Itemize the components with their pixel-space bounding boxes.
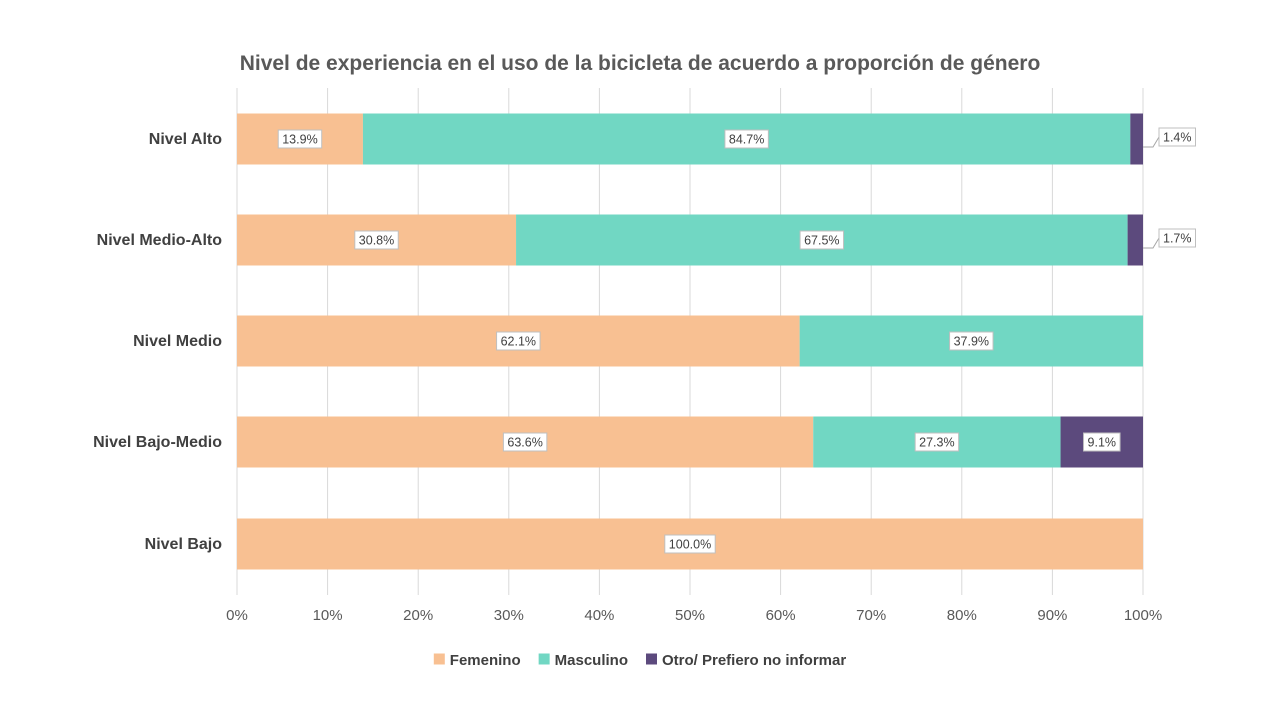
data-label-masculino: 67.5% bbox=[804, 234, 839, 248]
category-label: Nivel Alto bbox=[149, 131, 222, 148]
x-tick-label: 40% bbox=[584, 607, 614, 624]
data-label-otro-prefiero-no-informar: 1.7% bbox=[1163, 232, 1192, 246]
data-label-box bbox=[354, 230, 399, 250]
legend-swatch bbox=[646, 653, 657, 665]
x-tick-label: 30% bbox=[494, 607, 524, 624]
bar-otro-prefiero-no-informar bbox=[1127, 214, 1143, 266]
legend-swatch bbox=[538, 653, 550, 665]
x-tick-label: 0% bbox=[226, 607, 248, 624]
bar-otro-prefiero-no-informar bbox=[1130, 113, 1143, 165]
x-tick-label: 90% bbox=[1037, 607, 1067, 624]
category-label: Nivel Bajo bbox=[145, 536, 223, 553]
data-label-box bbox=[1158, 127, 1196, 147]
legend-label: Masculino bbox=[555, 652, 628, 669]
x-tick-label: 70% bbox=[856, 607, 886, 624]
data-label-leader-line bbox=[1143, 237, 1160, 249]
data-label-femenino: 13.9% bbox=[282, 133, 317, 147]
data-label-box bbox=[496, 331, 541, 351]
data-label-femenino: 63.6% bbox=[507, 436, 542, 450]
legend-label: Femenino bbox=[450, 652, 521, 669]
x-tick-label: 50% bbox=[675, 607, 705, 624]
legend-item-femenino: Femenino bbox=[433, 652, 521, 669]
axes: 0% 10% 20% 30% 40% 50% 60% 70% 80% 90% 100% Nivel A… bbox=[93, 131, 1162, 624]
legend: Femenino Masculino Otro/ Prefiero no infor… bbox=[433, 652, 846, 669]
x-tick-label: 100% bbox=[1124, 607, 1162, 624]
data-label-box bbox=[799, 230, 845, 250]
x-tick-label: 20% bbox=[403, 607, 433, 624]
legend-item-masculino: Masculino bbox=[538, 652, 628, 669]
data-label-masculino: 37.9% bbox=[954, 335, 989, 349]
data-label-box bbox=[949, 331, 994, 351]
x-tick-label: 60% bbox=[766, 607, 796, 624]
data-label-femenino: 100.0% bbox=[669, 538, 711, 552]
data-label-box bbox=[664, 534, 716, 554]
data-label-box bbox=[277, 129, 323, 149]
data-label-femenino: 62.1% bbox=[501, 335, 536, 349]
data-label-masculino: 27.3% bbox=[919, 436, 954, 450]
data-label-box bbox=[724, 129, 769, 149]
chart-title: Nivel de experiencia en el uso de la bic… bbox=[240, 52, 1041, 75]
legend-item-otro-prefiero-no-informar: Otro/ Prefiero no informar bbox=[646, 652, 846, 669]
legend-label: Otro/ Prefiero no informar bbox=[662, 652, 846, 669]
data-label-otro-prefiero-no-informar: 1.4% bbox=[1163, 131, 1192, 145]
legend-swatch bbox=[433, 653, 445, 665]
data-label-femenino: 30.8% bbox=[359, 234, 394, 248]
data-label-box bbox=[1083, 432, 1121, 452]
category-label: Nivel Medio-Alto bbox=[97, 232, 223, 249]
data-label-box bbox=[914, 432, 960, 452]
data-label-leader-line bbox=[1143, 136, 1160, 148]
category-label: Nivel Bajo-Medio bbox=[93, 434, 222, 451]
data-label-box bbox=[1158, 228, 1196, 248]
data-label-box bbox=[502, 432, 548, 452]
data-label-masculino: 84.7% bbox=[729, 133, 764, 147]
x-tick-label: 10% bbox=[313, 607, 343, 624]
data-label-otro-prefiero-no-informar: 9.1% bbox=[1088, 436, 1117, 450]
x-tick-label: 80% bbox=[947, 607, 977, 624]
data-labels: 13.9% 84.7% 1.4% 30.8% 67.5% 1.7% 62.1% 37.9% 63… bbox=[277, 127, 1196, 554]
category-label: Nivel Medio bbox=[133, 333, 222, 350]
